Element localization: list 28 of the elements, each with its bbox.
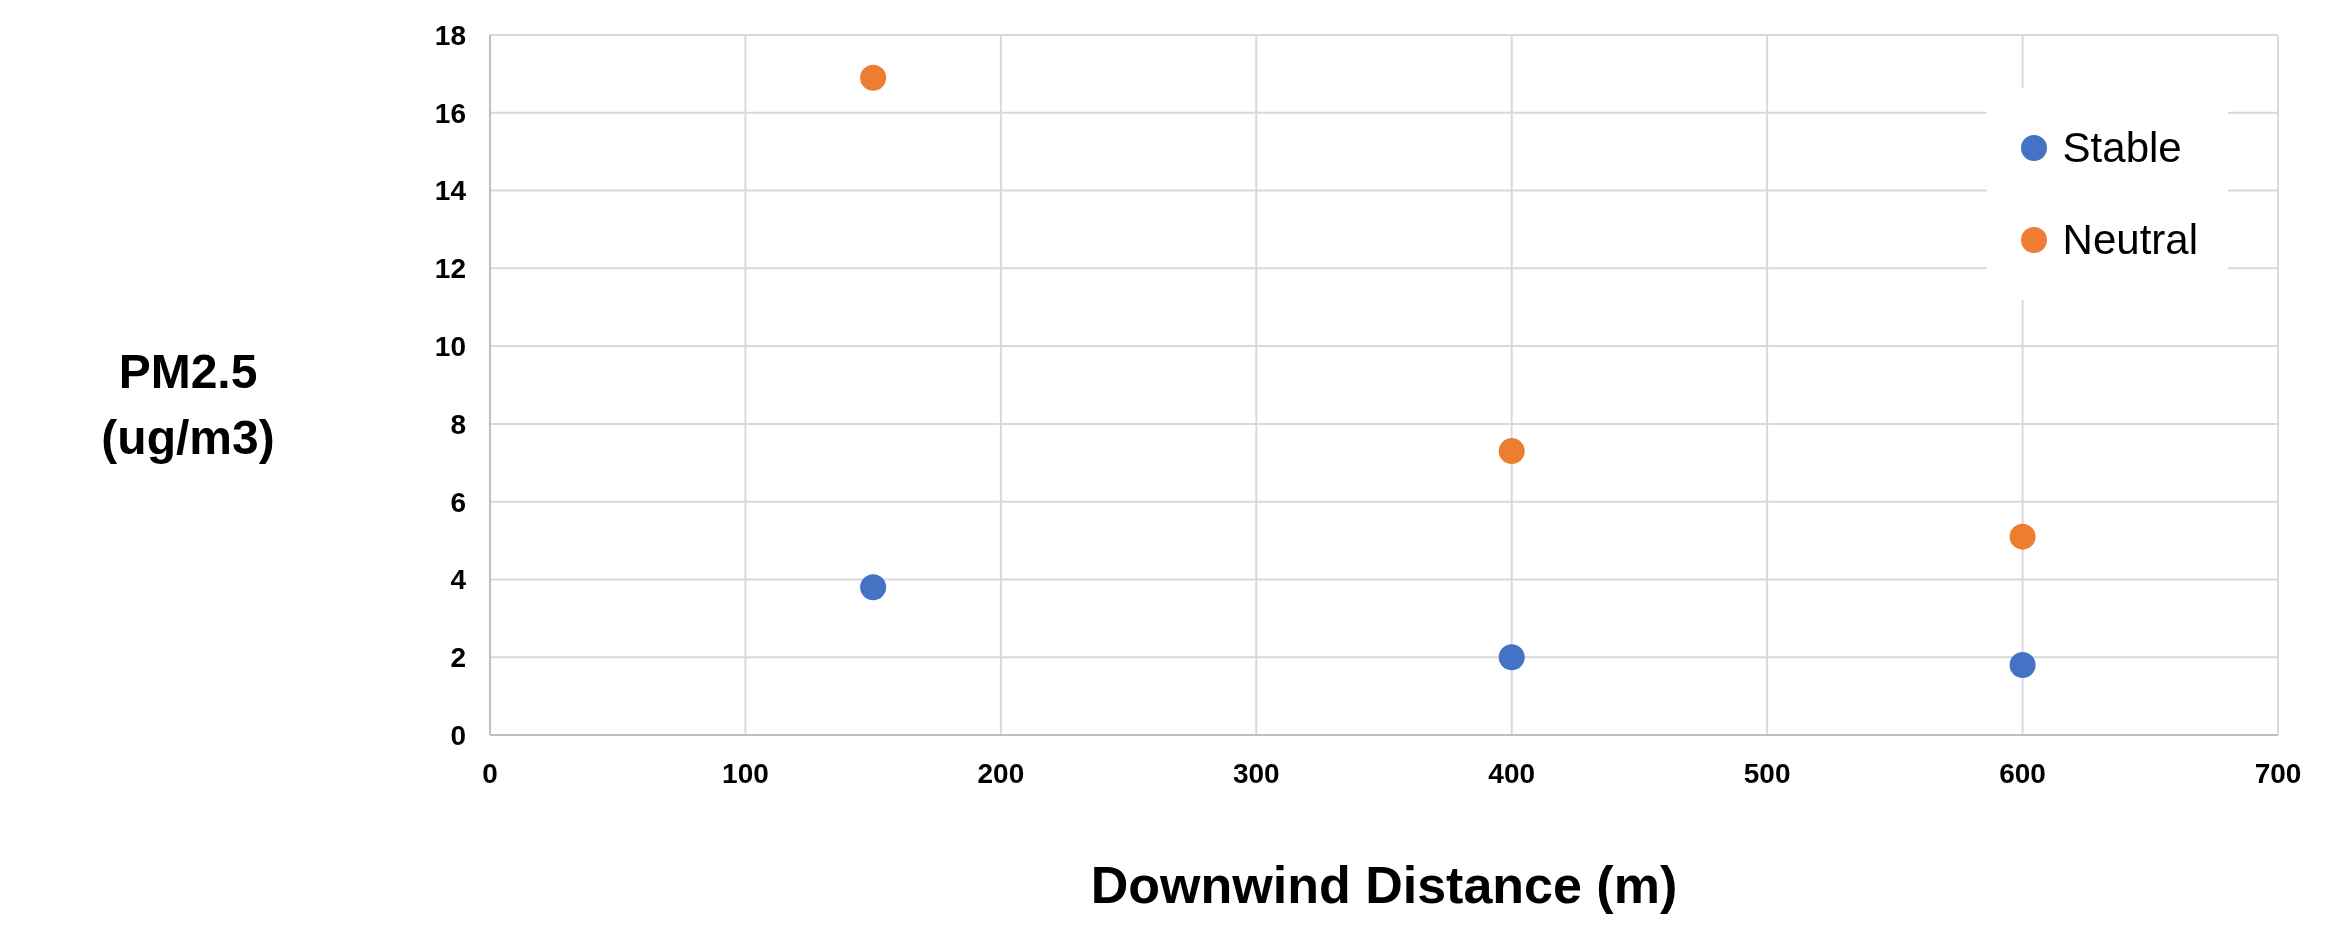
- y-tick-label: 14: [434, 175, 467, 207]
- x-tick-label: 300: [1232, 757, 1280, 789]
- x-tick-label: 500: [1743, 757, 1791, 789]
- legend-label: Neutral: [2062, 216, 2198, 264]
- x-axis-title: Downwind Distance (m): [1090, 856, 1678, 914]
- point: [860, 574, 887, 601]
- y-tick-label: 4: [450, 564, 467, 596]
- point: [1498, 644, 1525, 671]
- x-tick-label: 200: [977, 757, 1025, 789]
- x-tick-label: 100: [722, 757, 769, 789]
- x-tick-label: 0: [482, 757, 498, 789]
- x-tick-label: 600: [1999, 757, 2046, 789]
- legend-label: Stable: [2062, 124, 2182, 172]
- y-axis-title: PM2.5 (ug/m3): [101, 345, 275, 464]
- y-tick-label: 2: [450, 642, 466, 674]
- y-tick-label: 16: [434, 97, 466, 129]
- y-tick-label: 18: [434, 19, 466, 51]
- x-tick-label: 400: [1488, 757, 1536, 789]
- y-tick-label: 12: [434, 253, 466, 285]
- y-tick-label: 8: [450, 408, 466, 440]
- x-tick-label: 700: [2254, 757, 2302, 789]
- point: [2009, 652, 2036, 678]
- y-tick-label: 6: [450, 486, 466, 518]
- y-tick-label: 0: [450, 719, 466, 751]
- point: [860, 64, 887, 91]
- point: [1498, 438, 1525, 465]
- point: [2009, 523, 2036, 550]
- y-tick-label: 10: [434, 331, 466, 363]
